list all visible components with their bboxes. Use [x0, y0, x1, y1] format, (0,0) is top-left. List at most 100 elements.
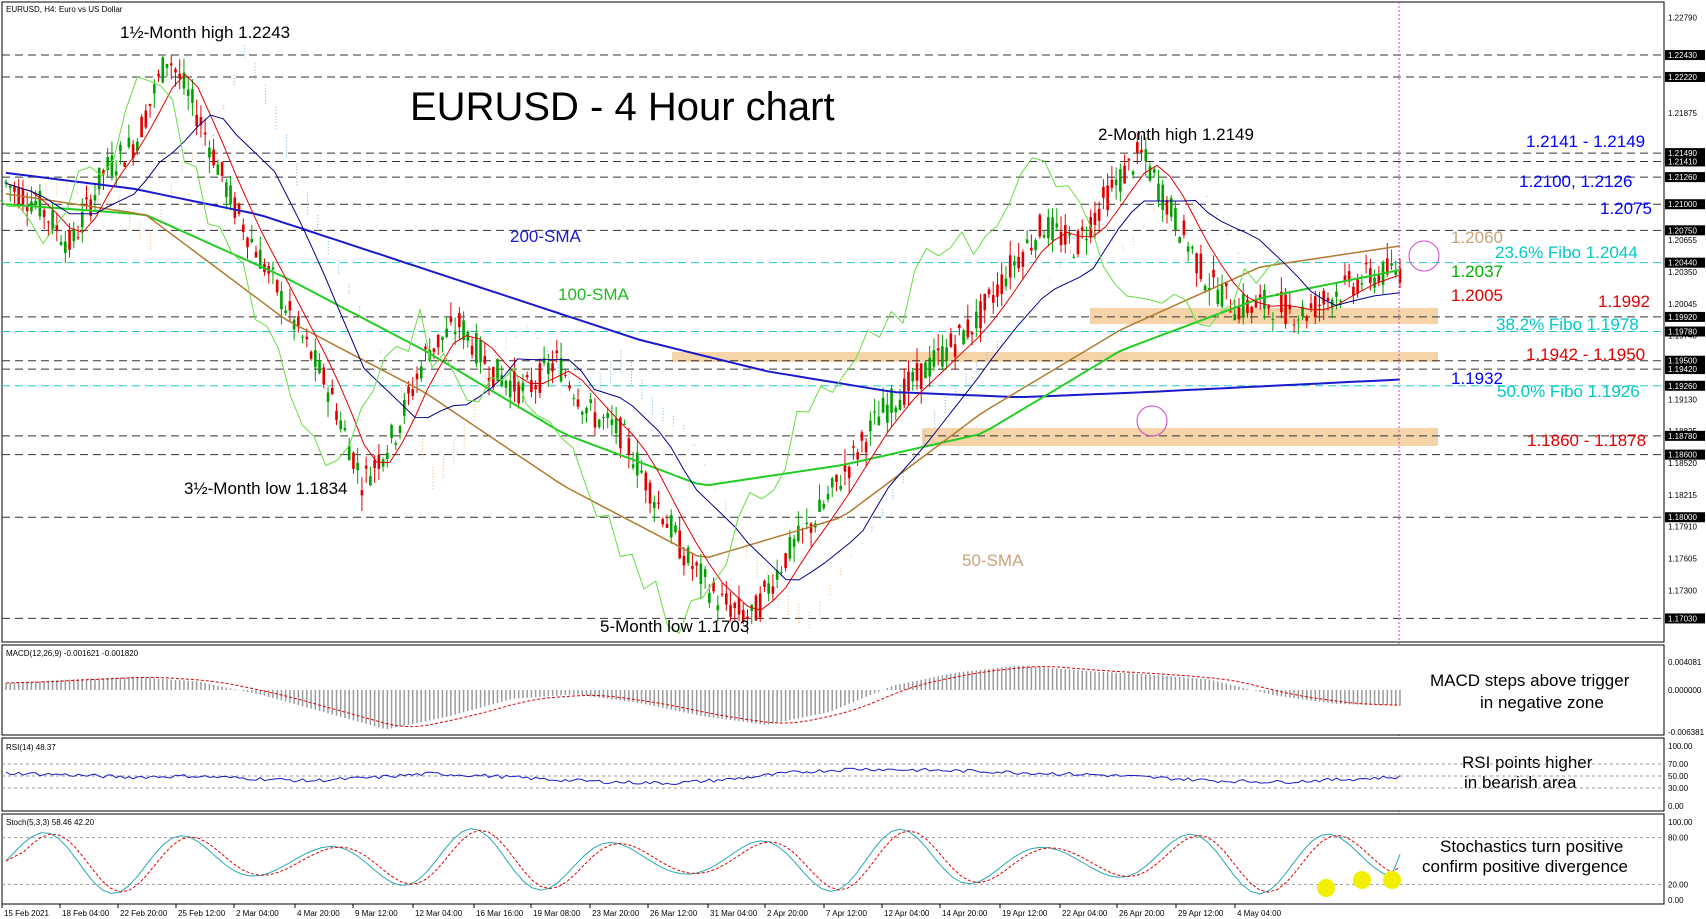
candle-body	[1051, 217, 1054, 241]
time-tick-label: 14 Apr 20:00	[942, 909, 988, 918]
candle-body	[835, 474, 838, 482]
price-tag-label: 1.21000	[1668, 200, 1697, 209]
candle-body	[352, 452, 355, 469]
candle-body	[1148, 166, 1152, 181]
candle-body	[1114, 179, 1118, 186]
candle-body	[1123, 165, 1126, 184]
candle-body	[919, 363, 923, 390]
candle-body	[97, 167, 101, 190]
candle-body	[1254, 298, 1258, 308]
candle-body	[1305, 316, 1309, 321]
candle-body	[1301, 306, 1304, 317]
candle-body	[636, 452, 639, 476]
candle-body	[1106, 185, 1109, 210]
candle-body	[174, 69, 177, 73]
macd-annotation-line1: MACD steps above trigger	[1430, 671, 1630, 690]
candle-body	[991, 294, 995, 303]
candle-body	[983, 293, 987, 311]
candle-body	[712, 582, 715, 592]
candle-body	[93, 194, 97, 201]
candle-body	[85, 197, 88, 200]
macd-header: MACD(12,26,9) -0.001621 -0.001820	[6, 649, 139, 658]
candle-body	[932, 350, 936, 367]
candle-body	[398, 426, 402, 433]
price-tag-box	[1665, 364, 1705, 375]
candle-body	[51, 210, 54, 231]
candle-body	[114, 171, 118, 176]
candle-body	[1038, 214, 1042, 237]
level-labels: 1.2141 - 1.2149 1.2100, 1.2126 1.2075 1.206…	[1451, 132, 1652, 450]
candle-body	[1352, 286, 1355, 296]
candle-body	[208, 147, 211, 158]
macd-panel: MACD(12,26,9) -0.001621 -0.001820 MACD s…	[1, 644, 1705, 737]
candle-body	[1157, 183, 1160, 201]
candle-body	[1216, 289, 1220, 304]
stoch-tick-label: 100.00	[1668, 818, 1693, 827]
candle-body	[979, 301, 982, 329]
candle-body	[907, 371, 910, 391]
candle-body	[225, 182, 228, 198]
candle-body	[1191, 246, 1194, 249]
candle-body	[644, 472, 648, 491]
candle-body	[119, 144, 122, 152]
candle-body	[513, 371, 516, 392]
ichimoku-cloud	[45, 45, 1396, 630]
macd-axis: 0.004081 0.000000 -0.006381	[1668, 658, 1705, 737]
sma-50-line	[5, 193, 1401, 558]
price-header: EURUSD, H4: Euro vs US Dollar	[6, 5, 123, 14]
candle-body	[72, 228, 76, 242]
candle-body	[1284, 294, 1287, 324]
candle-body	[436, 334, 440, 348]
candle-body	[1080, 227, 1084, 231]
candle-body	[169, 63, 173, 66]
level-label: 1.1860 - 1.1878	[1527, 431, 1646, 450]
candle-body	[729, 604, 732, 617]
candle-body	[453, 331, 457, 335]
price-tag-label: 1.19260	[1668, 382, 1697, 391]
candle-body	[233, 197, 237, 218]
candle-body	[449, 316, 453, 323]
candle-body	[1034, 240, 1037, 251]
candle-body	[475, 333, 478, 364]
crossover-circle-bottom	[1136, 405, 1168, 437]
candle-body	[699, 563, 703, 585]
candle-body	[767, 583, 770, 594]
candle-body	[13, 186, 16, 192]
time-tick-label: 26 Apr 20:00	[1119, 909, 1165, 918]
candle-body	[996, 284, 999, 297]
stoch-annotation-line2: confirm positive divergence	[1422, 857, 1628, 876]
candle-body	[974, 311, 978, 329]
candle-body	[1364, 262, 1368, 265]
stoch-signal-line	[5, 829, 1401, 893]
candle-body	[140, 116, 143, 138]
candle-body	[199, 117, 203, 126]
candle-body	[318, 360, 321, 374]
candle-body	[1097, 208, 1101, 221]
price-tag-box	[1665, 50, 1705, 61]
time-tick-label: 4 May 04:00	[1237, 909, 1282, 918]
label-50-sma: 50-SMA	[962, 551, 1024, 570]
divergence-marker-1	[1317, 879, 1335, 897]
candle-body	[517, 381, 520, 404]
rsi-annotation-line1: RSI points higher	[1462, 753, 1593, 772]
candle-body	[890, 388, 893, 413]
candle-body	[708, 592, 711, 603]
candle-body	[1288, 304, 1292, 310]
candle-body	[881, 397, 885, 413]
candle-body	[966, 319, 970, 338]
candle-body	[826, 493, 830, 500]
candle-body	[809, 523, 813, 533]
candle-body	[356, 462, 359, 471]
candle-body	[152, 84, 156, 94]
candle-body	[953, 344, 957, 357]
zone-1878-1860	[922, 428, 1438, 446]
candle-body	[470, 345, 474, 355]
price-tag-box	[1665, 326, 1705, 337]
price-tag-box	[1665, 311, 1705, 322]
candle-body	[606, 412, 609, 418]
candle-body	[1313, 296, 1317, 318]
rsi-axis: 100.00 70.00 50.00 30.00 0.00	[1668, 742, 1693, 811]
candle-body	[1263, 289, 1266, 309]
rsi-tick-label: 30.00	[1668, 784, 1689, 793]
candle-body	[847, 466, 851, 479]
